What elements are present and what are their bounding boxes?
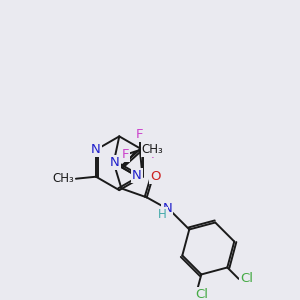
Text: N: N — [132, 169, 142, 182]
Text: CH₃: CH₃ — [52, 172, 74, 185]
Text: H: H — [158, 208, 167, 221]
Text: F: F — [151, 148, 158, 161]
Text: F: F — [122, 148, 129, 161]
Text: O: O — [150, 170, 160, 183]
Text: CH₃: CH₃ — [142, 143, 164, 157]
Text: Cl: Cl — [240, 272, 253, 285]
Text: Cl: Cl — [196, 288, 208, 300]
Text: F: F — [136, 128, 144, 141]
Text: N: N — [163, 202, 172, 215]
Text: N: N — [91, 143, 101, 156]
Text: N: N — [110, 156, 119, 169]
